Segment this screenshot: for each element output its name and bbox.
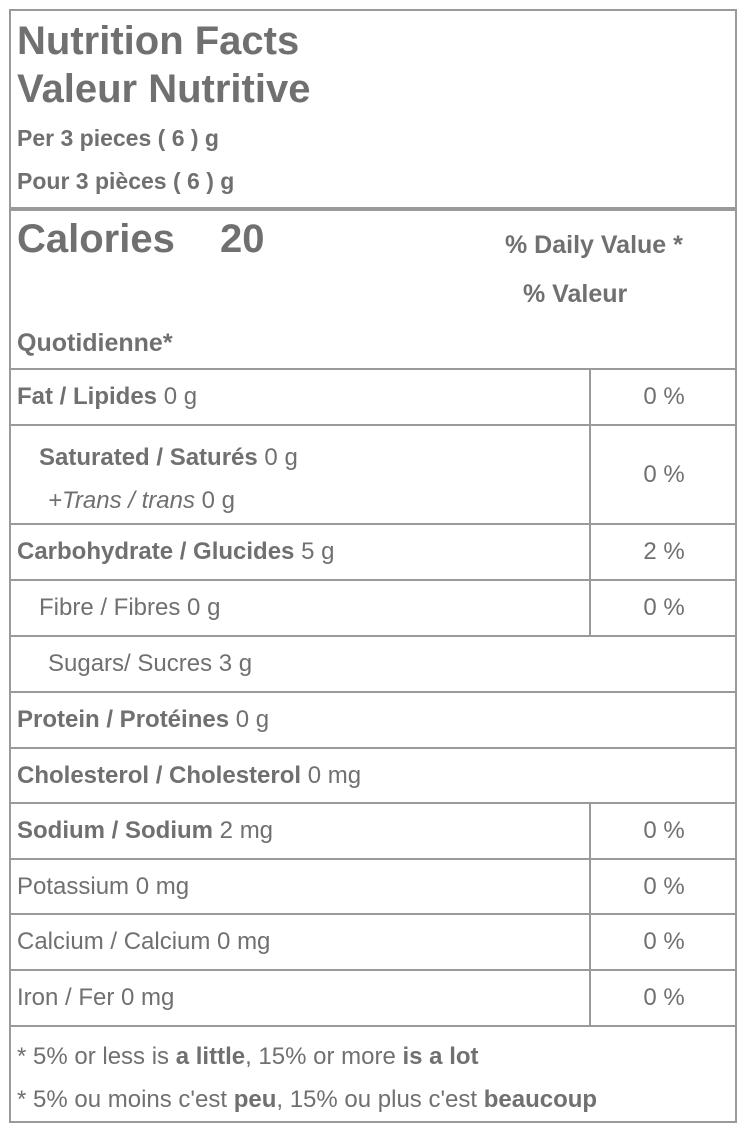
text: 0 g	[163, 383, 198, 410]
text: 0 %	[643, 460, 685, 488]
text: 2 %	[643, 538, 685, 565]
nutrient: Carbohydrate / Glucides 5 g	[17, 538, 334, 566]
text: 0 %	[643, 928, 685, 955]
text: * 5% or less is	[17, 1043, 170, 1070]
text: Potassium	[17, 872, 130, 900]
nutrient: Protein / Protéines 0 g	[17, 706, 269, 734]
text: Sugars/ Sucres	[48, 650, 213, 677]
text: Iron / Fer	[17, 984, 115, 1011]
text: * 5% ou moins c'est	[17, 1086, 228, 1113]
footnote: * 5% or less is a little, 15% or more is…	[17, 1043, 479, 1071]
text: Fibre / Fibres	[39, 594, 181, 621]
serving: Per 3 pieces ( 6 ) g	[17, 125, 219, 151]
text: Sodium / Sodium	[17, 817, 213, 844]
text: 0 %	[643, 594, 685, 621]
text: 0 %	[643, 817, 685, 844]
text: Saturated / Saturés	[39, 444, 258, 471]
text: Carbohydrate / Glucides	[17, 538, 295, 565]
daily-value-header: Quotidienne*	[17, 329, 173, 357]
text: , 15% or more	[245, 1043, 396, 1070]
calories-label: Calories	[17, 217, 175, 261]
text: 0 g	[201, 487, 235, 514]
text: 3 g	[218, 650, 253, 677]
nutrient: Fat / Lipides 0 g	[17, 383, 197, 411]
nutrient-row: Calcium / Calcium 0 mg 0 %	[11, 913, 735, 969]
nutrient: Potassium 0 mg	[17, 873, 189, 901]
serving-fr: Pour 3 pièces ( 6 ) g	[17, 168, 235, 194]
text: Calcium / Calcium	[17, 928, 211, 955]
nutrient: Iron / Fer 0 mg	[17, 984, 174, 1012]
text: peu	[233, 1086, 277, 1113]
nutrient-row: Cholesterol / Cholesterol 0 mg	[11, 747, 735, 802]
text: 0 g	[187, 594, 221, 621]
dv-cell: 0 %	[589, 370, 737, 424]
nutrient-row: Potassium 0 mg 0 %	[11, 858, 735, 913]
daily-value-header: % Valeur	[523, 280, 628, 308]
dv-cell: 0 %	[589, 804, 737, 858]
nutrient-row: Saturated / Saturés 0 g +Trans / trans 0…	[11, 424, 735, 523]
nutrition-label: Nutrition Facts Valeur Nutritive Per 3 p…	[9, 9, 737, 1123]
nutrient-row: Protein / Protéines 0 g	[11, 691, 735, 747]
footnotes: * 5% or less is a little, 15% or more is…	[11, 1025, 735, 1123]
text: 0 %	[643, 383, 685, 410]
nutrient: Sugars/ Sucres 3 g	[48, 650, 252, 678]
nutrient-row: Fat / Lipides 0 g 0 %	[11, 368, 735, 424]
footnote: * 5% ou moins c'est peu, 15% ou plus c'e…	[17, 1086, 597, 1114]
text: a little	[175, 1043, 246, 1070]
dv-cell: 0 %	[589, 915, 737, 969]
calories-value: 20	[220, 217, 265, 261]
text: 2 mg	[219, 817, 274, 844]
nutrient: Fibre / Fibres 0 g	[39, 594, 220, 622]
dv-cell: 0 %	[589, 426, 737, 523]
text: is a lot	[402, 1043, 479, 1070]
text: 0 mg	[307, 761, 362, 789]
dv-cell: 0 %	[589, 581, 737, 635]
nutrient: +Trans / trans 0 g	[48, 487, 235, 515]
text: 0 g	[264, 444, 298, 471]
nutrient: Sodium / Sodium 2 mg	[17, 817, 273, 845]
text: +Trans / trans	[48, 487, 195, 514]
nutrient-row: Sugars/ Sucres 3 g	[11, 635, 735, 691]
nutrient-row: Carbohydrate / Glucides 5 g 2 %	[11, 523, 735, 579]
title-fr: Valeur Nutritive	[17, 67, 311, 111]
dv-cell: 0 %	[589, 860, 737, 913]
text: 0 mg	[135, 872, 190, 900]
text: 0 %	[643, 984, 685, 1011]
daily-value-header: % Daily Value *	[505, 231, 683, 259]
text: beaucoup	[483, 1086, 598, 1113]
nutrient: Saturated / Saturés 0 g	[39, 444, 298, 472]
nutrient: Calcium / Calcium 0 mg	[17, 928, 270, 956]
text: 0 g	[235, 706, 270, 733]
dv-cell: 0 %	[589, 971, 737, 1025]
text: Protein / Protéines	[17, 706, 230, 733]
text: 0 %	[643, 872, 685, 900]
title: Nutrition Facts	[17, 19, 300, 63]
text: Fat / Lipides	[17, 383, 158, 410]
text: Cholesterol / Cholesterol	[17, 761, 302, 789]
nutrient-row: Iron / Fer 0 mg 0 %	[11, 969, 735, 1025]
dv-cell: 2 %	[589, 525, 737, 579]
text: 0 mg	[121, 984, 175, 1011]
thick-rule	[11, 207, 735, 211]
text: 0 mg	[217, 928, 271, 955]
text: 5 g	[301, 538, 335, 565]
nutrient: Cholesterol / Cholesterol 0 mg	[17, 762, 361, 790]
nutrient-row: Sodium / Sodium 2 mg 0 %	[11, 802, 735, 858]
nutrient-row: Fibre / Fibres 0 g 0 %	[11, 579, 735, 635]
text: , 15% ou plus c'est	[276, 1086, 478, 1113]
